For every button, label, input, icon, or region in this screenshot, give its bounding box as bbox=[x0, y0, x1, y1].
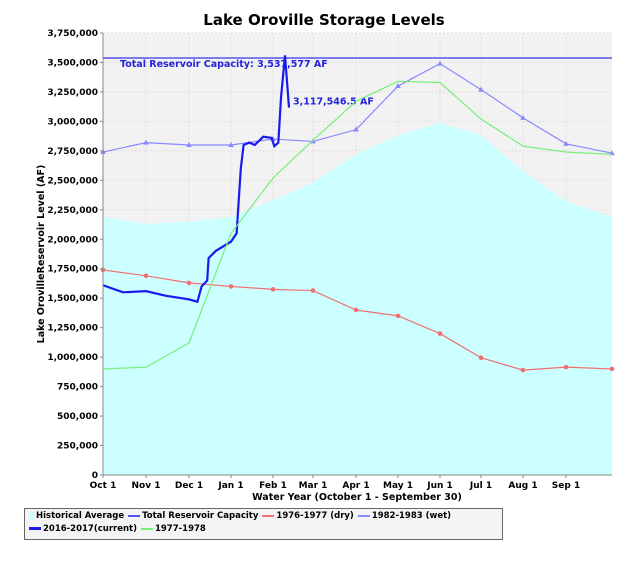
y-tick-label: 1,250,000 bbox=[47, 324, 98, 334]
y-tick-label: 3,250,000 bbox=[47, 88, 98, 98]
x-tick-label: Apr 1 bbox=[342, 481, 369, 491]
y-tick-label: 3,500,000 bbox=[47, 58, 98, 68]
data-point-1976-1977-dry- bbox=[310, 288, 316, 293]
series-area-historical-average bbox=[103, 122, 612, 475]
x-tick-label: Oct 1 bbox=[90, 481, 117, 491]
legend-swatch bbox=[29, 527, 41, 530]
series-line-2016-2017-current- bbox=[102, 55, 291, 304]
data-point-1976-1977-dry- bbox=[609, 366, 615, 372]
y-tick-label: 500,000 bbox=[57, 412, 98, 422]
data-point-1982-1983-wet- bbox=[437, 60, 443, 66]
legend-label: 1976-1977 (dry) bbox=[276, 511, 354, 521]
y-tick-label: 3,750,000 bbox=[47, 29, 98, 39]
y-tick-label: 1,000,000 bbox=[47, 353, 98, 363]
legend-swatch bbox=[357, 514, 370, 517]
legend-item-historical-average: Historical Average bbox=[29, 510, 124, 523]
legend-label: Total Reservoir Capacity bbox=[142, 511, 259, 521]
legend-item-1976-1977-dry-: 1976-1977 (dry) bbox=[262, 510, 354, 523]
x-tick-label: Feb 1 bbox=[259, 481, 287, 491]
legend: Historical Average Total Reservoir Capaci… bbox=[24, 508, 503, 540]
legend-swatch bbox=[29, 511, 34, 520]
legend-label: Historical Average bbox=[36, 511, 125, 521]
legend-swatch bbox=[140, 527, 153, 530]
x-tick-label: Dec 1 bbox=[175, 481, 203, 491]
y-tick-label: 750,000 bbox=[57, 383, 98, 393]
series-line-1977-1978 bbox=[102, 80, 613, 370]
x-tick-label: Mar 1 bbox=[299, 481, 328, 491]
y-tick-label: 1,500,000 bbox=[47, 294, 98, 304]
data-point-1976-1977-dry- bbox=[478, 355, 484, 361]
legend-item-2016-2017-current-: 2016-2017(current) bbox=[29, 523, 137, 536]
data-point-1976-1977-dry- bbox=[395, 313, 401, 319]
data-point-1976-1977-dry- bbox=[353, 307, 359, 313]
chart-svg: Lake Oroville Storage Levels Total Reser… bbox=[36, 11, 615, 503]
data-point-1982-1983-wet- bbox=[395, 83, 401, 89]
y-tick-label: 2,500,000 bbox=[47, 176, 98, 186]
data-point-1976-1977-dry- bbox=[228, 284, 234, 289]
data-point-1976-1977-dry- bbox=[270, 287, 276, 292]
legend-swatch bbox=[262, 514, 275, 517]
data-point-1982-1983-wet- bbox=[478, 86, 484, 92]
data-point-1982-1983-wet- bbox=[353, 126, 359, 132]
data-point-1982-1983-wet- bbox=[520, 114, 526, 120]
x-tick-label: Aug 1 bbox=[508, 481, 537, 491]
legend-swatch bbox=[128, 514, 141, 517]
legend-item-total-reservoir-capacity: Total Reservoir Capacity bbox=[128, 510, 258, 523]
x-tick-label: May 1 bbox=[383, 481, 413, 491]
legend-label: 2016-2017(current) bbox=[43, 524, 137, 534]
x-tick-label: Sep 1 bbox=[552, 481, 580, 491]
x-tick-label: Nov 1 bbox=[132, 481, 161, 491]
data-point-1976-1977-dry- bbox=[520, 367, 526, 373]
legend-label: 1977-1978 bbox=[154, 524, 206, 534]
data-point-1982-1983-wet- bbox=[228, 141, 234, 147]
data-point-1982-1983-wet- bbox=[563, 140, 569, 146]
data-point-1976-1977-dry- bbox=[186, 280, 192, 286]
y-axis-label: Lake OrovilleReservoir Level (AF) bbox=[36, 165, 47, 344]
y-tick-label: 2,250,000 bbox=[47, 206, 98, 216]
y-tick-label: 0 bbox=[92, 471, 98, 481]
y-tick-label: 3,000,000 bbox=[47, 117, 98, 127]
data-point-1982-1983-wet- bbox=[143, 139, 149, 145]
data-point-1976-1977-dry- bbox=[437, 331, 443, 336]
chart-title: Lake Oroville Storage Levels bbox=[203, 11, 444, 29]
x-tick-label: Jan 1 bbox=[217, 481, 243, 491]
legend-item-1977-1978: 1977-1978 bbox=[140, 523, 206, 536]
legend-label: 1982-1983 (wet) bbox=[371, 511, 452, 521]
current-level-annotation: 3,117,546.5 AF bbox=[293, 97, 374, 108]
data-point-1976-1977-dry- bbox=[143, 273, 149, 279]
data-point-1982-1983-wet- bbox=[186, 141, 192, 147]
x-axis-label: Water Year (October 1 - September 30) bbox=[252, 492, 462, 503]
y-tick-label: 250,000 bbox=[57, 442, 98, 452]
x-tick-label: Jun 1 bbox=[426, 481, 453, 491]
data-point-1976-1977-dry- bbox=[563, 364, 569, 370]
y-tick-label: 2,750,000 bbox=[47, 147, 98, 157]
legend-item-1982-1983-wet-: 1982-1983 (wet) bbox=[357, 510, 452, 523]
y-tick-label: 2,000,000 bbox=[47, 235, 98, 245]
x-tick-label: Jul 1 bbox=[469, 481, 492, 491]
capacity-annotation: Total Reservoir Capacity: 3,537,577 AF bbox=[120, 59, 328, 70]
y-tick-label: 1,750,000 bbox=[47, 265, 98, 275]
